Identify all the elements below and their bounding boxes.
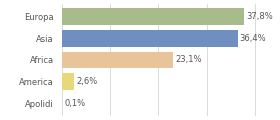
Bar	[62, 73, 74, 90]
Text: 0,1%: 0,1%	[64, 99, 85, 108]
Bar	[62, 52, 173, 68]
Text: 23,1%: 23,1%	[175, 55, 202, 64]
Bar	[62, 8, 244, 25]
Bar	[62, 30, 238, 47]
Text: 37,8%: 37,8%	[246, 12, 273, 21]
Text: 2,6%: 2,6%	[76, 77, 97, 86]
Text: 36,4%: 36,4%	[240, 34, 266, 43]
